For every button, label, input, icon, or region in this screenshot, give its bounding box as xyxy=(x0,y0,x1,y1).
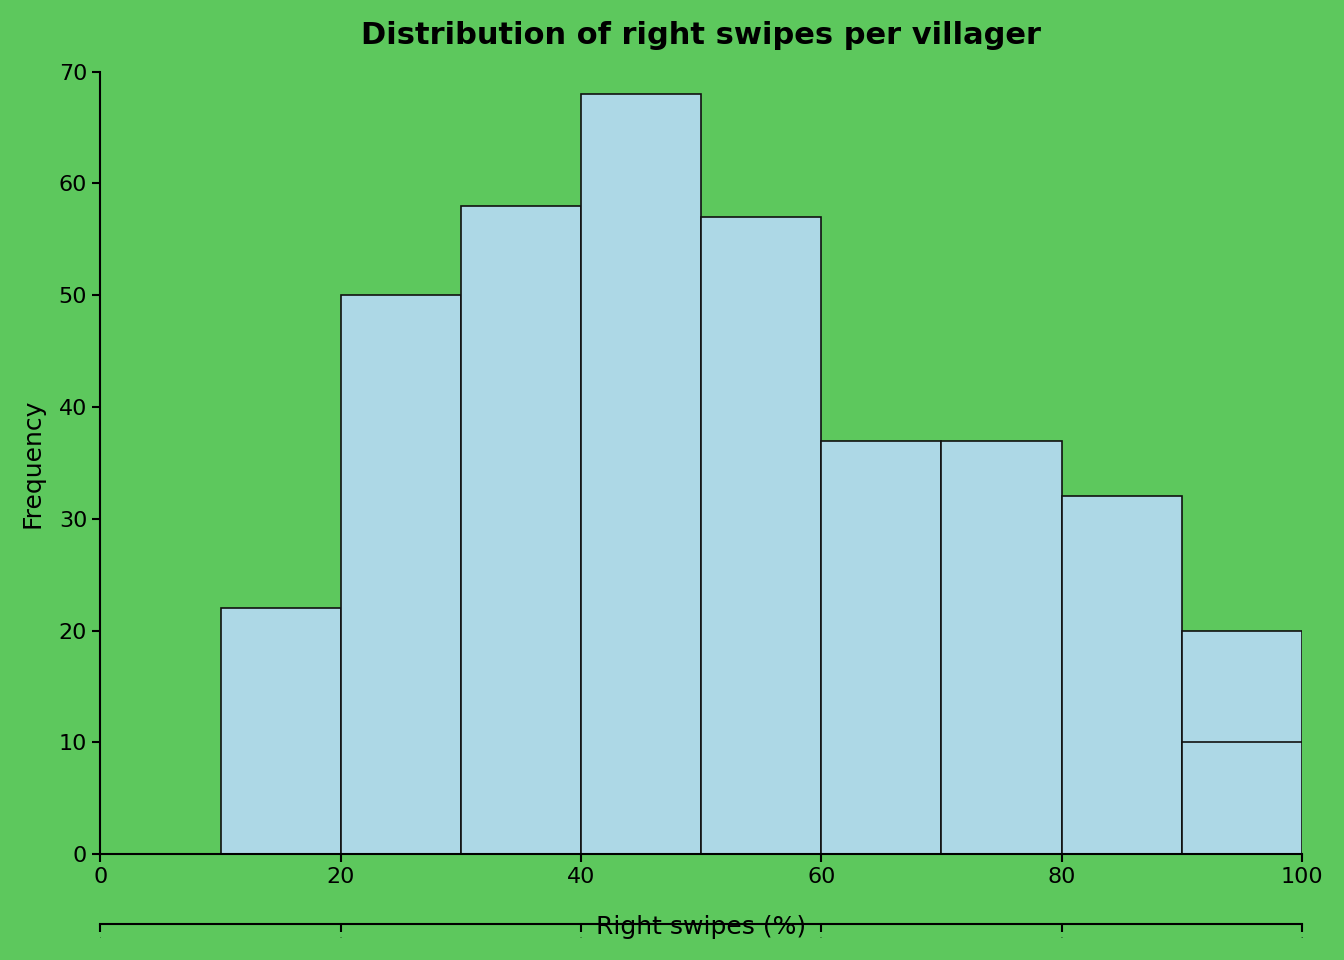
Bar xyxy=(821,441,941,854)
Bar xyxy=(220,609,341,854)
Bar xyxy=(941,441,1062,854)
Bar xyxy=(341,296,461,854)
Bar xyxy=(702,217,821,854)
Y-axis label: Frequency: Frequency xyxy=(22,398,44,528)
Bar xyxy=(581,94,702,854)
X-axis label: Right swipes (%): Right swipes (%) xyxy=(597,915,806,939)
Bar xyxy=(1181,631,1302,854)
Bar xyxy=(461,205,581,854)
Title: Distribution of right swipes per villager: Distribution of right swipes per village… xyxy=(362,21,1042,50)
Bar xyxy=(1181,742,1302,854)
Bar xyxy=(1062,496,1181,854)
